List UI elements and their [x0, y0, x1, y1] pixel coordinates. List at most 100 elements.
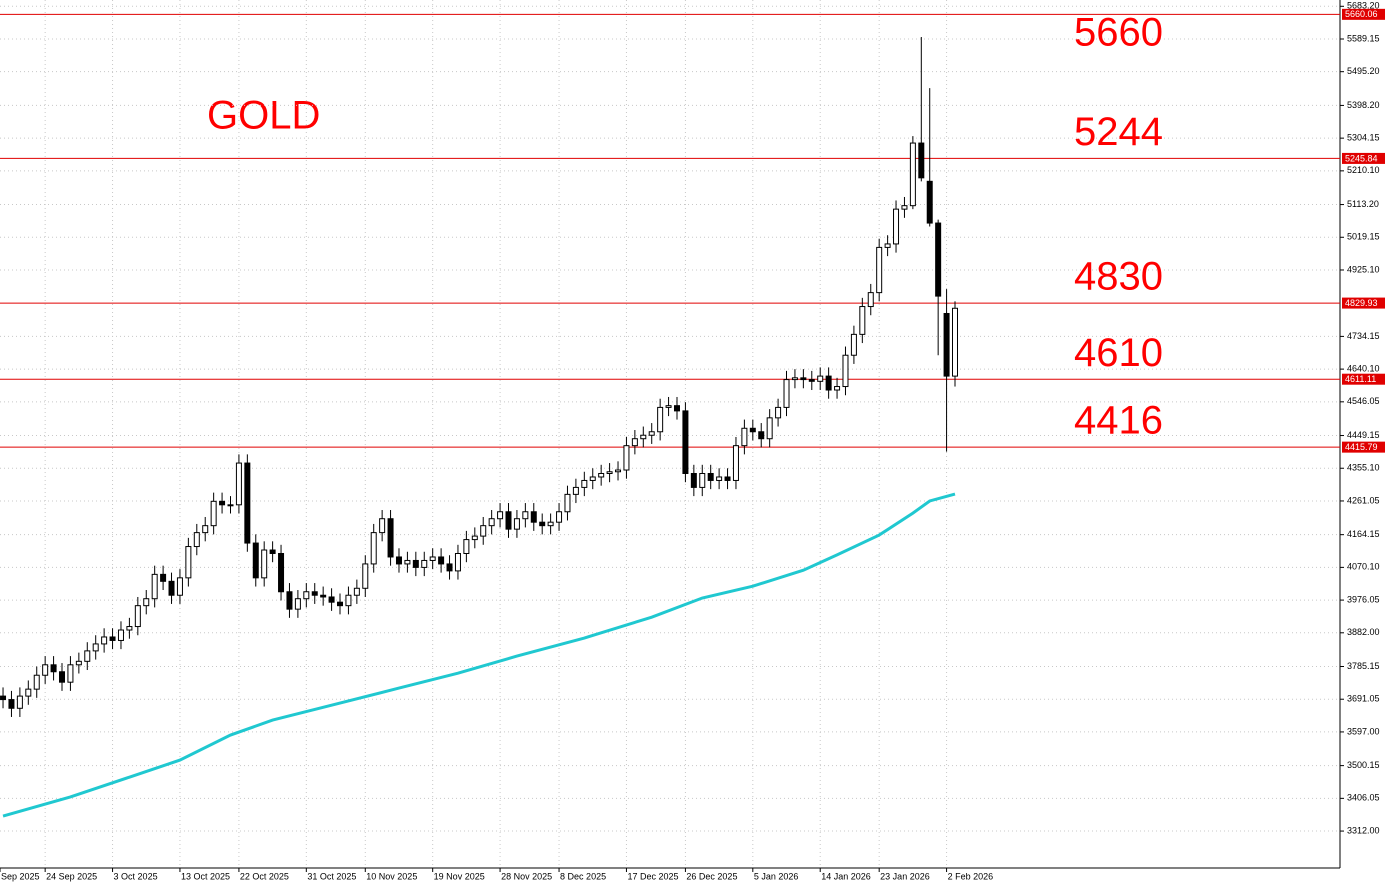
y-tick-label: 3785.15: [1347, 661, 1380, 671]
candle-body: [421, 559, 428, 568]
candle-body: [50, 664, 57, 673]
candle-body: [25, 688, 32, 697]
candle-body: [648, 431, 655, 436]
y-tick-label: 3312.00: [1347, 825, 1380, 835]
candle-body: [463, 539, 470, 554]
candle-body: [572, 486, 579, 495]
candle-body: [345, 594, 352, 607]
candle-body: [850, 333, 857, 356]
x-tick-label: 31 Oct 2025: [307, 871, 356, 881]
candle-body: [547, 521, 554, 527]
level-annotation: 4610: [1074, 331, 1163, 375]
candle-body: [261, 549, 268, 579]
candle-body: [775, 406, 782, 419]
y-tick-label: 3406.05: [1347, 793, 1380, 803]
candle-body: [665, 405, 672, 408]
candle-body: [893, 208, 900, 245]
x-tick-label: 13 Oct 2025: [181, 871, 230, 881]
candle-body: [657, 406, 664, 433]
candle-body: [143, 598, 150, 607]
candle-body: [438, 556, 445, 565]
candle-body: [791, 377, 798, 381]
candle-body: [707, 472, 714, 481]
y-tick-label: 5019.15: [1347, 232, 1380, 242]
candle-body: [362, 563, 369, 589]
candle-body: [210, 500, 217, 527]
price-tag: [1342, 441, 1385, 453]
candle-body: [556, 511, 563, 523]
candle-body: [783, 379, 790, 408]
candle-body: [370, 532, 377, 565]
moving-average-line: [2, 492, 956, 818]
candle-body: [480, 525, 487, 537]
candle-body: [278, 552, 285, 593]
candle-body: [522, 511, 529, 520]
candle-body: [387, 518, 394, 558]
price-tag: [1342, 373, 1385, 385]
y-tick-label: 5398.20: [1347, 100, 1380, 110]
level-annotation: 4416: [1074, 399, 1163, 443]
y-tick-label: 5683.20: [1347, 1, 1380, 11]
candle-body: [454, 552, 461, 572]
x-tick-label: 17 Dec 2025: [627, 871, 678, 881]
candle-body: [59, 671, 66, 683]
candle-body: [935, 222, 942, 297]
candle-body: [918, 142, 925, 179]
candle-body: [269, 549, 276, 554]
x-tick-label: 28 Nov 2025: [501, 871, 552, 881]
candle-body: [741, 427, 748, 447]
y-tick-label: 4164.15: [1347, 529, 1380, 539]
candle-body: [294, 598, 301, 610]
y-tick-label: 3976.05: [1347, 594, 1380, 604]
candle-body: [615, 469, 622, 473]
candle-body: [8, 699, 15, 709]
candle-body: [749, 427, 756, 433]
y-tick-label: 4070.10: [1347, 562, 1380, 572]
y-tick-label: 4261.05: [1347, 495, 1380, 505]
candle-body: [176, 577, 183, 596]
candle-body: [286, 591, 293, 610]
candle-body: [699, 472, 706, 488]
candle-body: [909, 142, 916, 207]
candle-body: [800, 377, 807, 381]
candle-body: [817, 375, 824, 382]
candle-body: [117, 629, 124, 641]
candle-body: [42, 664, 49, 676]
x-tick-label: 24 Sep 2025: [46, 871, 97, 881]
x-tick-label: 26 Dec 2025: [686, 871, 737, 881]
y-tick-label: 3882.00: [1347, 627, 1380, 637]
candle-body: [876, 246, 883, 294]
candle-body: [227, 504, 234, 507]
candle-body: [716, 476, 723, 481]
candle-body: [404, 559, 411, 565]
x-tick-label: 10 Nov 2025: [366, 871, 417, 881]
candle-body: [758, 431, 765, 440]
candle-body: [168, 580, 175, 596]
y-tick-label: 5589.15: [1347, 33, 1380, 43]
y-tick-label: 3500.15: [1347, 760, 1380, 770]
candle-body: [884, 243, 891, 248]
y-tick-label: 4449.15: [1347, 430, 1380, 440]
candle-body: [446, 563, 453, 572]
candle-body: [589, 476, 596, 481]
candle-body: [16, 695, 23, 709]
candle-body: [497, 511, 504, 520]
x-tick-label: 14 Jan 2026: [821, 871, 871, 881]
candle-body: [134, 605, 141, 628]
candle-body: [943, 312, 950, 377]
candle-body: [311, 591, 318, 596]
candle-body: [488, 518, 495, 527]
price-tag-label: 5245.84: [1345, 153, 1378, 163]
candle-body: [724, 476, 731, 481]
price-tag: [1342, 297, 1385, 309]
candle-body: [84, 650, 91, 662]
candle-body: [67, 664, 74, 683]
y-tick-label: 3597.00: [1347, 726, 1380, 736]
candle-body: [109, 636, 116, 641]
x-tick-label: 3 Oct 2025: [114, 871, 158, 881]
candle-body: [834, 386, 841, 391]
candle-body: [640, 434, 647, 440]
candle-body: [320, 594, 327, 598]
candle-body: [151, 573, 158, 600]
